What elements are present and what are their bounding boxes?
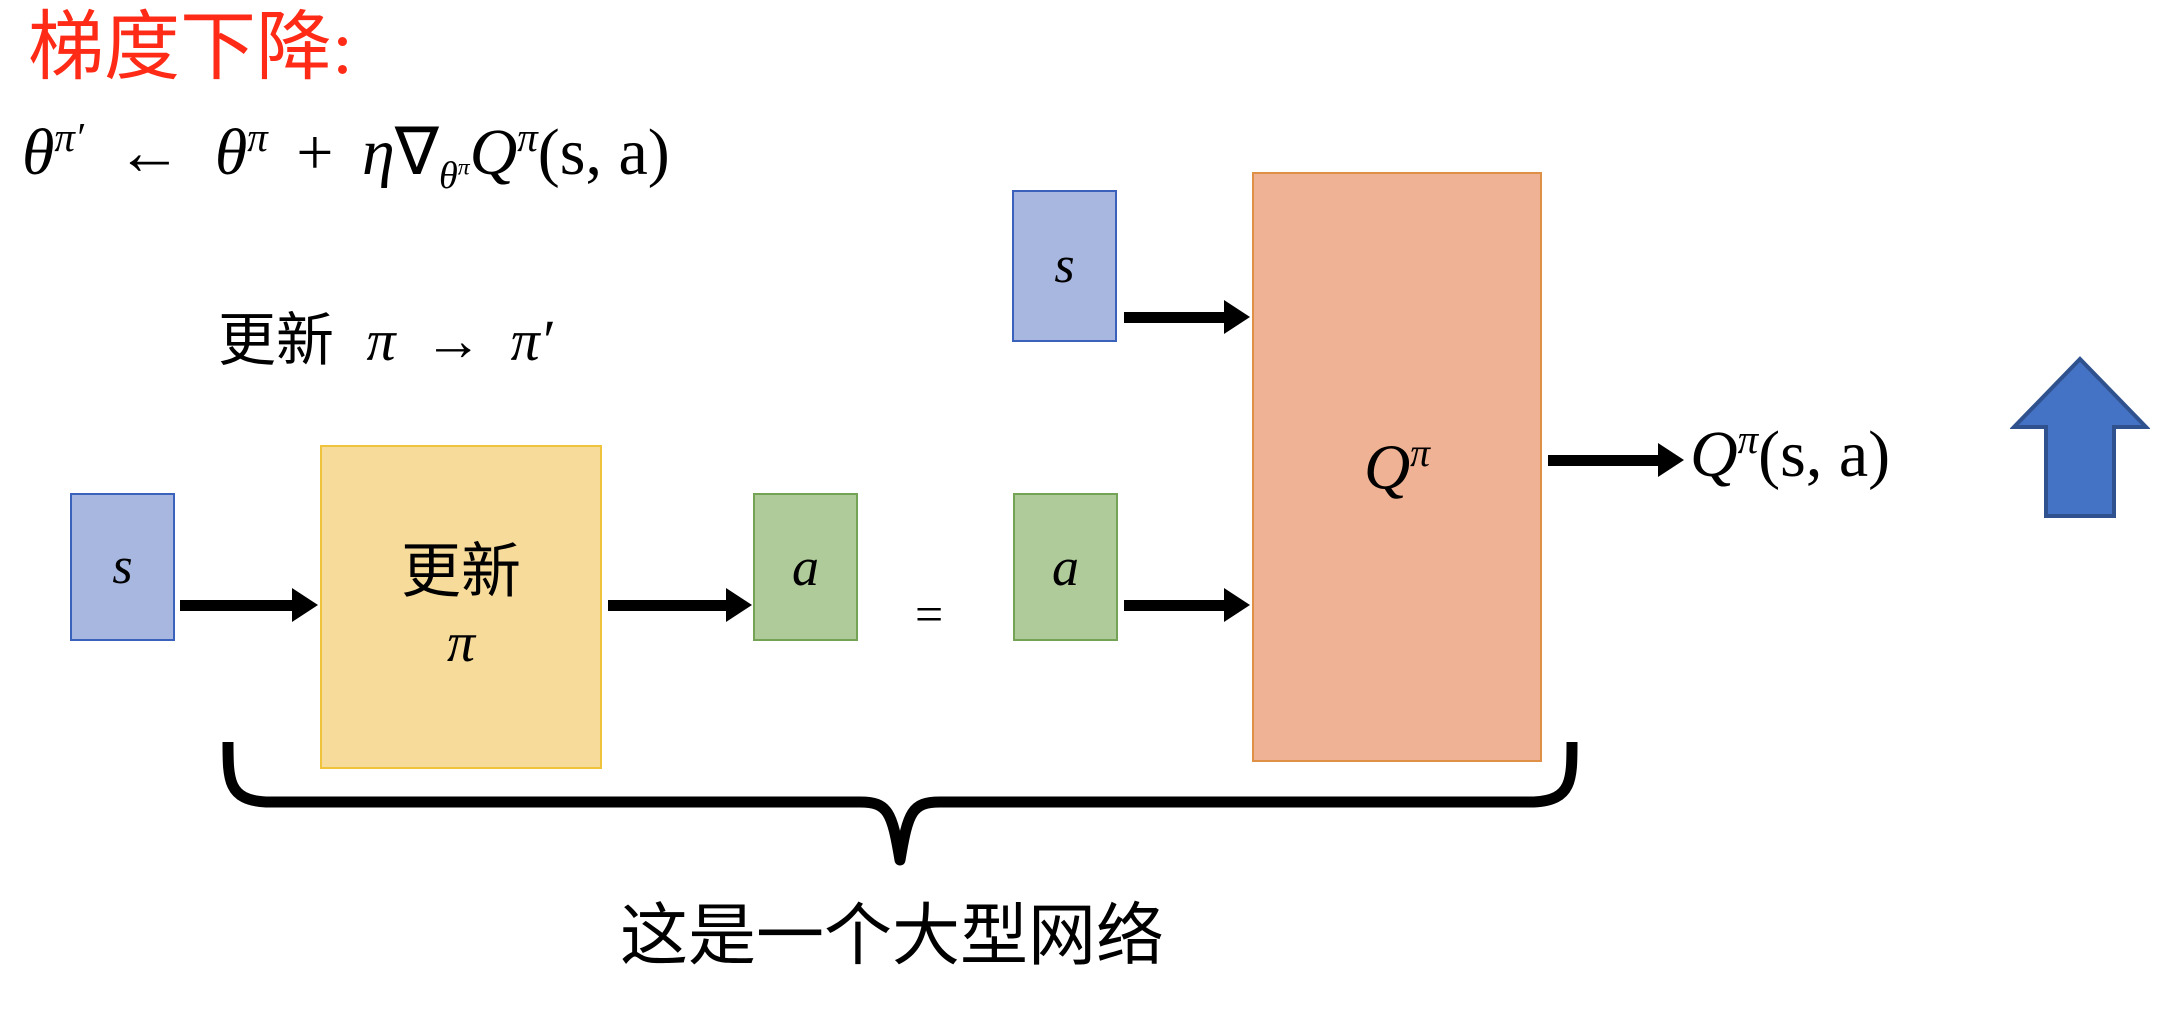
formula-eta: η — [362, 116, 395, 189]
formula-Q: Q — [469, 116, 518, 189]
arrow-shaft — [1124, 312, 1224, 323]
action-label-right: a — [1052, 536, 1079, 597]
gradient-ascent-formula: θπ′ ← θπ + η∇θπQπ(s, a) — [22, 115, 670, 198]
formula-nabla-subscript: θπ — [438, 154, 470, 198]
arrow-head-icon — [1658, 443, 1684, 477]
formula-plus-sign: + — [296, 116, 334, 189]
page-title: 梯度下降: — [28, 6, 354, 90]
formula-args: (s, a) — [537, 116, 670, 189]
state-input-box-left[interactable]: s — [70, 493, 175, 641]
state-input-box-top[interactable]: s — [1012, 190, 1117, 342]
q-output-label: Qπ(s, a) — [1690, 417, 1891, 491]
formula-left-arrow-icon: ← — [116, 116, 183, 189]
update-policy-box-label-han: 更新 — [401, 539, 521, 606]
update-label-han: 更新 — [218, 308, 335, 373]
increase-arrow-icon — [2009, 355, 2151, 520]
arrow-shaft — [1124, 600, 1224, 611]
update-label-pi: π — [366, 308, 396, 373]
q-network-label: Qπ — [1363, 431, 1431, 503]
update-label-pi-prime: π′ — [510, 308, 553, 373]
arrow-shaft — [180, 600, 292, 611]
arrow-head-icon — [726, 588, 752, 622]
grouping-brace — [220, 740, 1580, 880]
action-box-right[interactable]: a — [1013, 493, 1118, 641]
formula-theta-old: θπ — [214, 115, 268, 189]
equals-sign: = — [915, 586, 944, 642]
action-label-left: a — [792, 536, 819, 597]
arrow-head-icon — [292, 588, 318, 622]
arrow-head-icon — [1224, 588, 1250, 622]
arrow-head-icon — [1224, 300, 1250, 334]
state-input-label-top: s — [1054, 236, 1075, 294]
formula-nabla-icon: ∇ — [394, 116, 439, 189]
update-policy-label: 更新 π → π′ — [218, 312, 552, 370]
q-network-box[interactable]: Qπ — [1252, 172, 1542, 762]
action-box-left[interactable]: a — [753, 493, 858, 641]
arrow-shaft — [1548, 455, 1658, 466]
formula-theta-new: θπ′ — [22, 115, 84, 189]
arrow-shaft — [608, 600, 726, 611]
right-arrow-icon: → — [424, 308, 483, 373]
update-policy-box-label-pi: π — [446, 612, 476, 675]
update-policy-box[interactable]: 更新 π — [320, 445, 602, 769]
network-caption: 这是一个大型网络 — [620, 898, 1165, 974]
state-input-label: s — [112, 537, 133, 595]
